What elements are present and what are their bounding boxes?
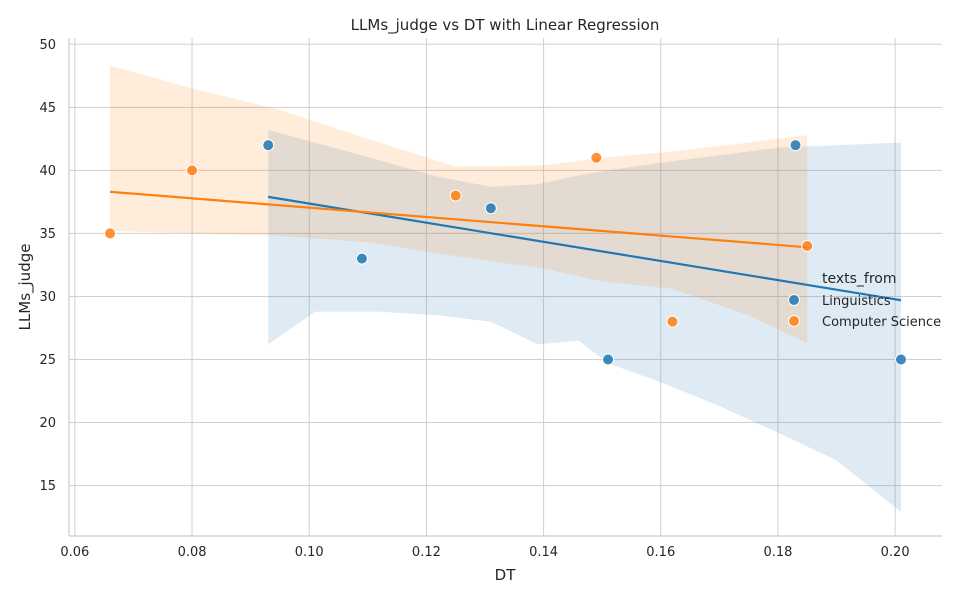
data-point-computer-science bbox=[801, 240, 814, 253]
y-tick-label: 15 bbox=[39, 479, 56, 494]
grid bbox=[69, 38, 942, 536]
data-point-computer-science bbox=[666, 315, 679, 328]
data-point-linguistics bbox=[894, 353, 907, 366]
y-tick-label: 45 bbox=[39, 101, 56, 116]
x-tick-labels: 0.06 0.08 0.10 0.12 0.14 0.16 0.18 0.20 bbox=[60, 545, 909, 560]
x-tick-label: 0.18 bbox=[763, 545, 792, 560]
data-point-computer-science bbox=[449, 189, 462, 202]
data-point-linguistics bbox=[602, 353, 615, 366]
legend-label-linguistics: Linguistics bbox=[822, 294, 891, 309]
data-point-computer-science bbox=[186, 164, 199, 177]
regression-lines bbox=[109, 190, 902, 302]
y-tick-label: 50 bbox=[39, 38, 56, 53]
chart-title: LLMs_judge vs DT with Linear Regression bbox=[351, 16, 660, 35]
data-point-linguistics bbox=[262, 139, 275, 152]
regression-line-computer-science bbox=[109, 190, 808, 249]
x-tick-label: 0.16 bbox=[646, 545, 675, 560]
y-axis-label: LLMs_judge bbox=[16, 244, 35, 331]
x-tick-label: 0.20 bbox=[881, 545, 910, 560]
legend-label-computer-science: Computer Science bbox=[822, 315, 941, 330]
confidence-band-linguistics bbox=[268, 130, 901, 512]
data-point-computer-science bbox=[104, 227, 117, 240]
data-point-linguistics bbox=[355, 252, 368, 265]
legend-marker-computer-science bbox=[788, 315, 800, 327]
confidence-bands bbox=[110, 65, 901, 512]
legend: texts_from Linguistics Computer Science bbox=[788, 271, 941, 330]
x-axis-label: DT bbox=[495, 566, 517, 584]
y-tick-labels: 15 20 25 30 35 40 45 50 bbox=[39, 38, 56, 494]
x-tick-label: 0.06 bbox=[60, 545, 89, 560]
data-points bbox=[104, 139, 907, 366]
legend-marker-linguistics bbox=[788, 294, 800, 306]
regression-line-linguistics bbox=[268, 195, 902, 302]
x-tick-label: 0.10 bbox=[295, 545, 324, 560]
x-tick-label: 0.12 bbox=[412, 545, 441, 560]
legend-title: texts_from bbox=[822, 271, 897, 287]
data-point-linguistics bbox=[484, 202, 497, 215]
confidence-band-computer-science bbox=[110, 65, 808, 344]
y-tick-label: 35 bbox=[39, 227, 56, 242]
x-tick-label: 0.14 bbox=[529, 545, 558, 560]
y-tick-label: 30 bbox=[39, 290, 56, 305]
y-tick-label: 40 bbox=[39, 164, 56, 179]
y-tick-label: 25 bbox=[39, 353, 56, 368]
x-tick-label: 0.08 bbox=[178, 545, 207, 560]
y-tick-label: 20 bbox=[39, 416, 56, 431]
data-point-linguistics bbox=[789, 139, 802, 152]
data-point-computer-science bbox=[590, 151, 603, 164]
